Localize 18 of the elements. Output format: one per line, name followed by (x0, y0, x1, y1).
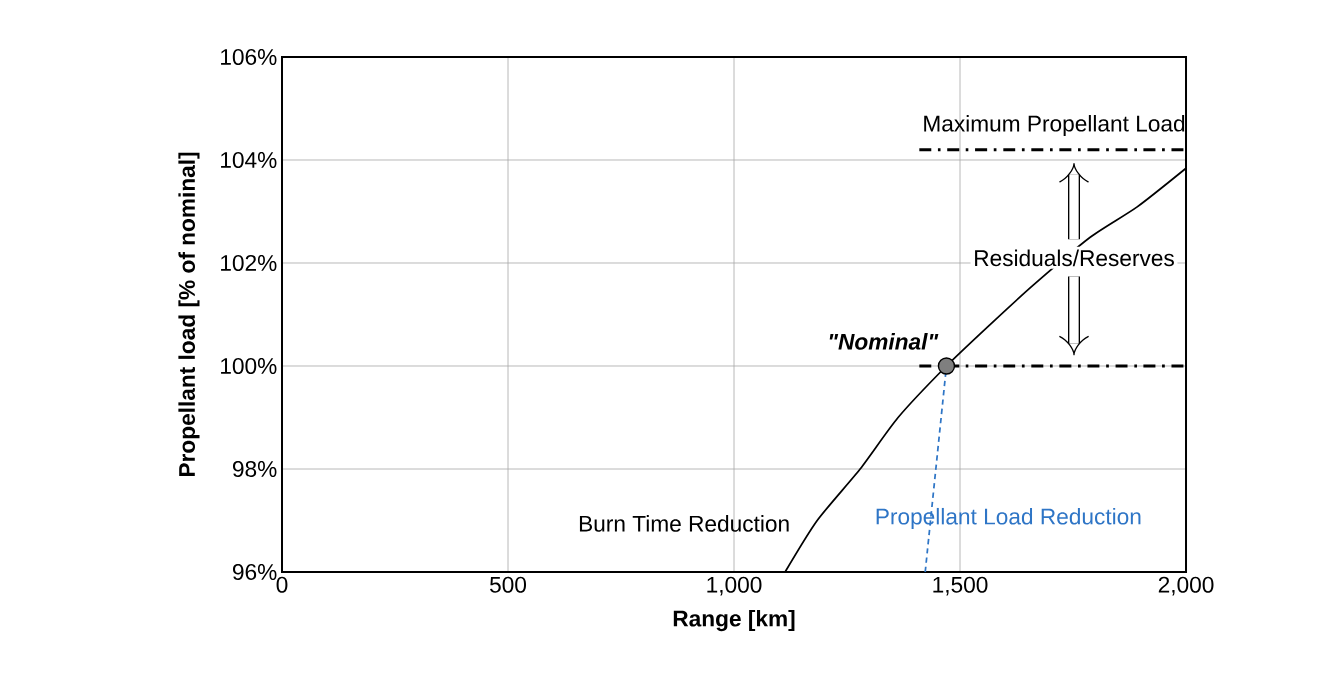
x-tick-label: 1,000 (707, 576, 762, 596)
series-label: Burn Time Reduction (579, 515, 789, 532)
y-axis-title: Propellant load [% of nominal] (178, 152, 200, 477)
annotation: Residuals/Reserves (975, 249, 1174, 267)
x-tick-label: 2,000 (1158, 576, 1214, 596)
y-tick-label: 100% (221, 357, 277, 375)
y-tick-label: 104% (221, 151, 277, 169)
y-tick-label: 102% (221, 254, 277, 272)
annotation: Maximum Propellant Load (924, 114, 1185, 137)
y-tick-label: 106% (221, 48, 277, 66)
x-axis-title: Range [km] (673, 609, 795, 632)
x-tick-label: 500 (490, 576, 527, 593)
y-tick-label: 96% (233, 563, 277, 581)
text: Propellant Load Reduction (876, 507, 1141, 530)
y-tick-label: 98% (233, 460, 277, 478)
x-tick-label: 0 (276, 576, 288, 593)
x-tick-label: 1,500 (933, 576, 988, 596)
annotation: "Nominal" (829, 333, 939, 350)
